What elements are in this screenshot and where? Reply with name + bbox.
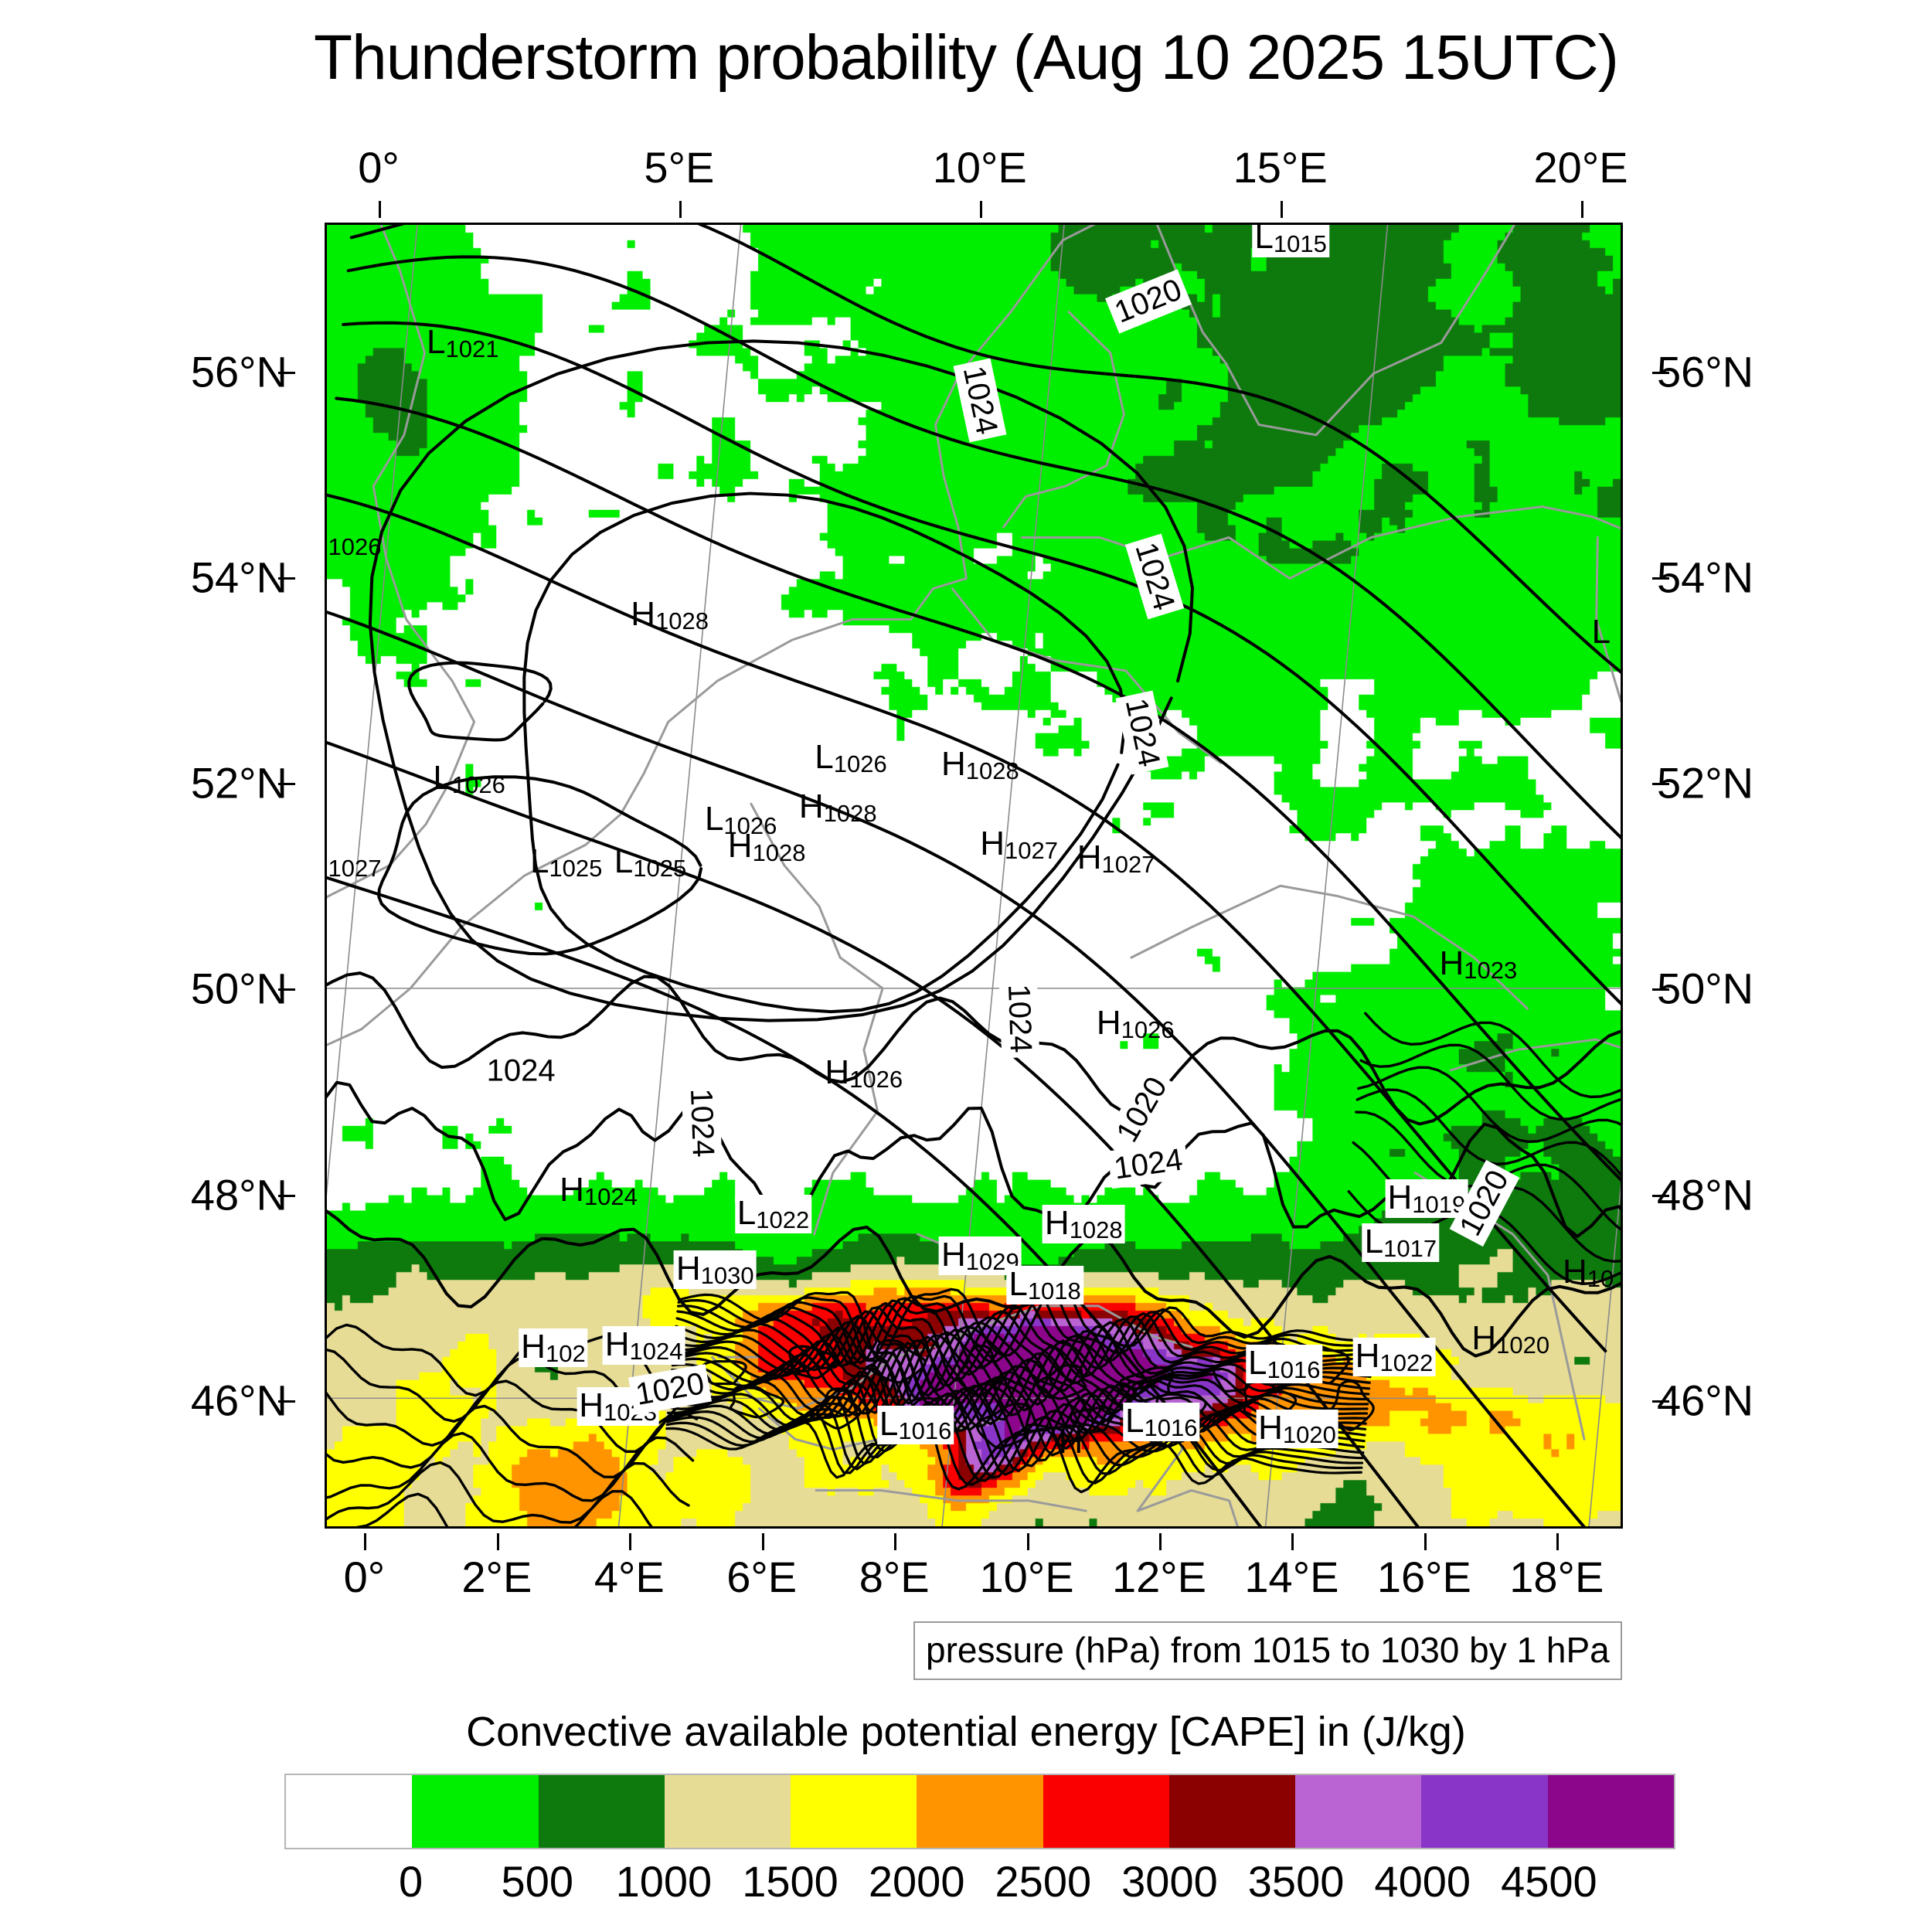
- lon-label-top-0°: 0°: [358, 143, 400, 192]
- colorbar-swatch-1[interactable]: [412, 1775, 539, 1848]
- tick-mark: [1652, 783, 1669, 786]
- tick-mark: [278, 1400, 295, 1403]
- lon-label-bottom-8°E: 8°E: [859, 1553, 930, 1601]
- lat-label-left-54°N: 54°N: [190, 553, 287, 602]
- tick-mark: [496, 1533, 499, 1550]
- colorbar-swatch-6[interactable]: [1043, 1775, 1169, 1848]
- lon-label-bottom-2°E: 2°E: [461, 1553, 532, 1601]
- lat-label-left-56°N: 56°N: [190, 347, 287, 396]
- tick-mark: [629, 1533, 632, 1550]
- tick-mark: [278, 783, 295, 786]
- pressure-contour-note: pressure (hPa) from 1015 to 1030 by 1 hP…: [913, 1621, 1622, 1680]
- lat-label-right-52°N: 52°N: [1657, 758, 1754, 808]
- tick-mark: [1652, 1194, 1669, 1197]
- tick-mark: [979, 201, 982, 218]
- lon-label-top-15°E: 15°E: [1233, 143, 1328, 192]
- lon-label-bottom-12°E: 12°E: [1111, 1553, 1207, 1601]
- tick-mark: [894, 1533, 897, 1550]
- lat-label-left-46°N: 46°N: [190, 1376, 287, 1425]
- pressure-contours-and-coastlines: [327, 225, 1621, 1526]
- colorbar-tick-1500: 1500: [742, 1857, 838, 1906]
- colorbar-tick-1000: 1000: [615, 1857, 713, 1906]
- tick-mark: [1652, 1400, 1669, 1403]
- tick-mark: [1556, 1533, 1560, 1550]
- colorbar-tick-2500: 2500: [995, 1857, 1092, 1906]
- lon-label-bottom-4°E: 4°E: [594, 1553, 665, 1601]
- tick-mark: [1652, 577, 1669, 580]
- tick-mark: [278, 1194, 295, 1197]
- colorbar-tick-0: 0: [399, 1857, 423, 1906]
- lon-label-bottom-0°: 0°: [343, 1553, 386, 1601]
- tick-mark: [379, 201, 381, 218]
- lat-label-left-50°N: 50°N: [190, 964, 287, 1013]
- tick-mark: [1652, 988, 1669, 992]
- tick-mark: [1159, 1533, 1162, 1550]
- colorbar-swatch-9[interactable]: [1421, 1775, 1548, 1848]
- map-plot-area[interactable]: L1021H1026H1028L1026H1027L1025L1025L1026…: [325, 223, 1623, 1529]
- colorbar-swatch-8[interactable]: [1295, 1775, 1422, 1848]
- colorbar-title: Convective available potential energy [C…: [466, 1709, 1466, 1755]
- lon-label-bottom-18°E: 18°E: [1509, 1553, 1604, 1601]
- tick-mark: [1291, 1533, 1294, 1550]
- lon-label-top-10°E: 10°E: [932, 143, 1027, 192]
- tick-mark: [278, 577, 295, 580]
- tick-mark: [1423, 1533, 1427, 1550]
- colorbar-swatch-3[interactable]: [664, 1775, 791, 1848]
- colorbar-tick-4000: 4000: [1374, 1857, 1471, 1906]
- tick-mark: [1280, 201, 1283, 218]
- tick-mark: [1026, 1533, 1029, 1550]
- colorbar-swatch-10[interactable]: [1547, 1775, 1674, 1848]
- colorbar-swatch-7[interactable]: [1168, 1775, 1296, 1848]
- lon-label-top-20°E: 20°E: [1533, 143, 1628, 192]
- cape-colorbar[interactable]: [284, 1774, 1675, 1849]
- lon-label-bottom-10°E: 10°E: [979, 1553, 1074, 1601]
- lat-label-right-54°N: 54°N: [1657, 553, 1754, 602]
- tick-mark: [761, 1533, 764, 1550]
- tick-mark: [679, 201, 682, 218]
- colorbar-tick-500: 500: [501, 1857, 573, 1906]
- tick-mark: [278, 371, 295, 374]
- tick-mark: [1652, 371, 1669, 374]
- tick-mark: [278, 988, 295, 992]
- lat-label-right-50°N: 50°N: [1657, 964, 1754, 1013]
- colorbar-tick-2000: 2000: [868, 1857, 965, 1906]
- lat-label-left-48°N: 48°N: [190, 1170, 287, 1219]
- lat-label-left-52°N: 52°N: [190, 758, 287, 808]
- lon-label-bottom-6°E: 6°E: [726, 1553, 798, 1601]
- page-title: Thunderstorm probability (Aug 10 2025 15…: [314, 22, 1619, 93]
- colorbar-swatch-4[interactable]: [791, 1775, 917, 1848]
- lon-label-bottom-14°E: 14°E: [1244, 1553, 1339, 1601]
- colorbar-tick-labels: 0 500 1000 1500 2000 2500 3000 3500 4000 4500: [284, 1856, 1675, 1918]
- colorbar-swatch-0[interactable]: [286, 1775, 413, 1848]
- colorbar-tick-3500: 3500: [1247, 1857, 1345, 1906]
- tick-mark: [364, 1533, 367, 1550]
- colorbar-tick-3000: 3000: [1121, 1857, 1218, 1906]
- lon-label-top-5°E: 5°E: [644, 143, 715, 192]
- lon-label-bottom-16°E: 16°E: [1376, 1553, 1471, 1601]
- lat-label-right-46°N: 46°N: [1657, 1376, 1754, 1425]
- lat-label-right-48°N: 48°N: [1657, 1170, 1754, 1219]
- colorbar-tick-4500: 4500: [1501, 1857, 1597, 1906]
- tick-mark: [1580, 201, 1583, 218]
- colorbar-swatch-5[interactable]: [917, 1775, 1043, 1848]
- colorbar-swatch-2[interactable]: [538, 1775, 665, 1848]
- lat-label-right-56°N: 56°N: [1657, 347, 1754, 396]
